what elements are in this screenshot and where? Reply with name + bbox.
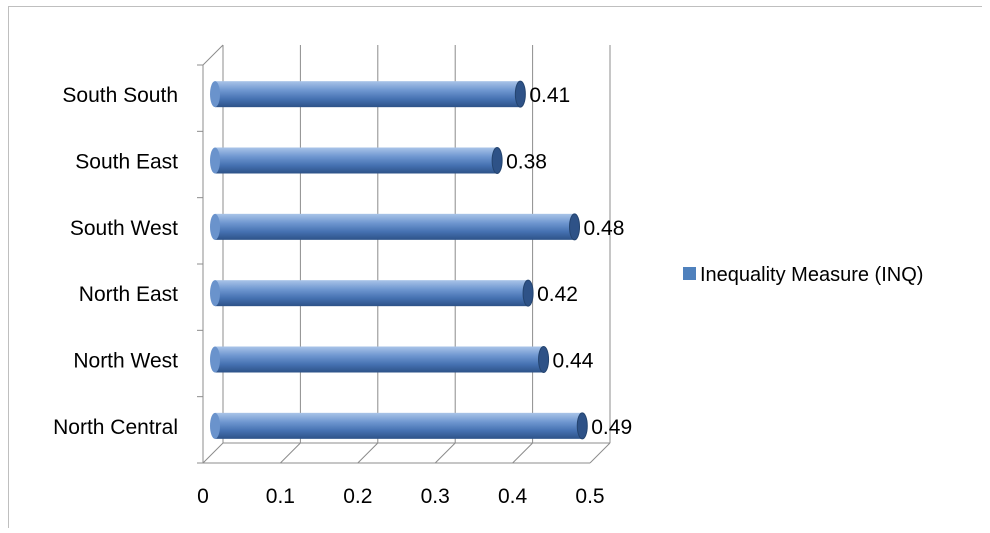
x-tick-label: 0.4 [498,485,528,508]
category-label: North East [79,283,178,306]
data-label: 0.44 [553,350,594,373]
bar-base-cap [210,413,220,439]
bar [215,214,575,240]
x-tick-label: 0.5 [575,485,604,508]
category-label: North West [73,350,178,373]
x-tick-label: 0.2 [343,485,372,508]
bar-base-cap [210,280,220,306]
bar [215,347,544,373]
floor-gridline [280,443,300,463]
bar-base-cap [210,148,220,174]
legend: Inequality Measure (INQ) [683,264,923,286]
category-label: South South [62,84,178,107]
category-label: South West [70,217,178,240]
bar-end-cap [577,413,587,439]
floor-gridline [513,443,533,463]
data-label: 0.49 [591,416,632,439]
x-tick-label: 0.1 [266,485,295,508]
bar-base-cap [210,81,220,107]
legend-swatch [683,267,696,280]
floor-gridline [203,443,223,463]
x-tick-label: 0.3 [421,485,450,508]
bar-end-cap [515,81,525,107]
data-label: 0.38 [506,151,547,174]
category-label: South East [75,151,178,174]
gridlines [197,45,610,463]
data-label: 0.41 [529,84,570,107]
bar-end-cap [539,347,549,373]
bar-base-cap [210,347,220,373]
data-label: 0.48 [584,217,625,240]
bar-base-cap [210,214,220,240]
side-wall-top [203,45,223,65]
category-label: North Central [53,416,178,439]
bar [215,81,520,107]
data-label: 0.42 [537,283,578,306]
legend-label: Inequality Measure (INQ) [700,264,923,286]
floor-gridline [358,443,378,463]
bar [215,148,497,174]
floor-gridline [435,443,455,463]
x-tick-label: 0 [197,485,209,508]
bar [215,280,528,306]
bar-end-cap [523,280,533,306]
floor-gridline [590,443,610,463]
bars [210,81,587,439]
bar [215,413,582,439]
bar-end-cap [492,148,502,174]
bar-end-cap [570,214,580,240]
